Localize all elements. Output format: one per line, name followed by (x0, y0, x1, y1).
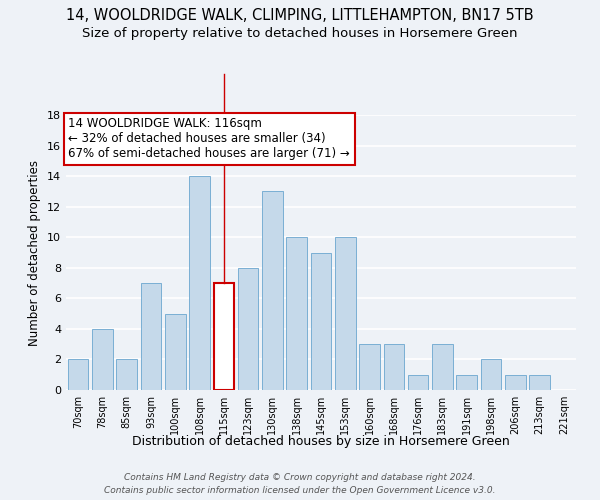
Bar (383, 344, 404, 390)
Bar (359, 344, 380, 390)
Bar (68, 360, 88, 390)
Bar (165, 314, 185, 390)
Text: 14 WOOLDRIDGE WALK: 116sqm
← 32% of detached houses are smaller (34)
67% of semi: 14 WOOLDRIDGE WALK: 116sqm ← 32% of deta… (68, 118, 350, 160)
Bar (238, 268, 259, 390)
Text: Contains HM Land Registry data © Crown copyright and database right 2024.
Contai: Contains HM Land Registry data © Crown c… (104, 472, 496, 494)
Bar (140, 283, 161, 390)
Bar (92, 329, 113, 390)
Text: 14, WOOLDRIDGE WALK, CLIMPING, LITTLEHAMPTON, BN17 5TB: 14, WOOLDRIDGE WALK, CLIMPING, LITTLEHAM… (66, 8, 534, 22)
Bar (335, 237, 356, 390)
Bar (286, 237, 307, 390)
Text: Distribution of detached houses by size in Horsemere Green: Distribution of detached houses by size … (132, 435, 510, 448)
Bar (457, 374, 477, 390)
Bar (214, 283, 234, 390)
Bar (311, 252, 331, 390)
Bar (262, 192, 283, 390)
Bar (505, 374, 526, 390)
Bar (481, 360, 502, 390)
Bar (116, 360, 137, 390)
Text: Size of property relative to detached houses in Horsemere Green: Size of property relative to detached ho… (82, 28, 518, 40)
Y-axis label: Number of detached properties: Number of detached properties (28, 160, 41, 346)
Bar (529, 374, 550, 390)
Bar (432, 344, 453, 390)
Bar (408, 374, 428, 390)
Bar (189, 176, 210, 390)
